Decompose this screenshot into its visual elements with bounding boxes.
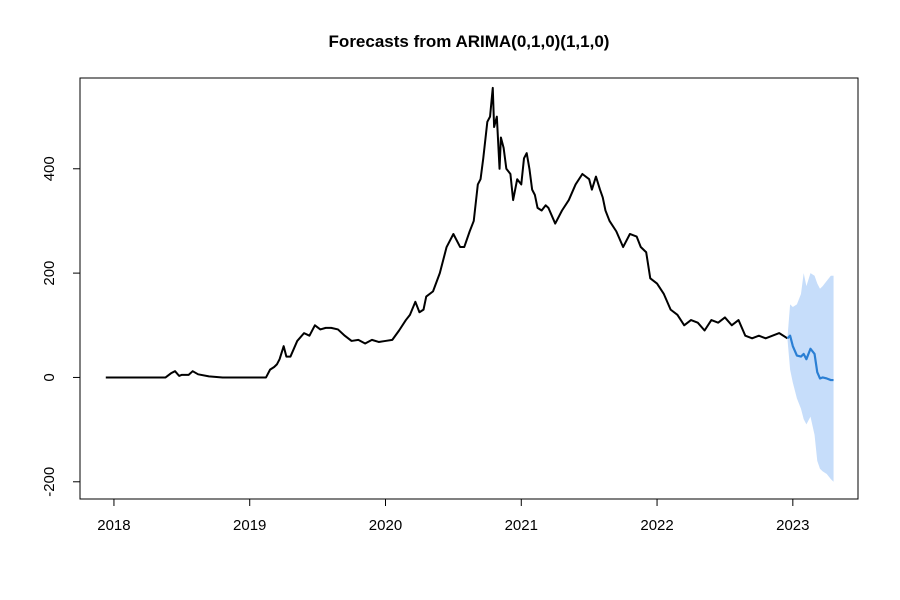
y-tick-label: 400 [41,156,58,181]
x-tick-label: 2021 [505,517,538,534]
y-tick-label: -200 [41,467,58,497]
plot-frame [79,77,859,500]
x-axis: 2018 2019 2020 2021 2022 2023 [97,498,810,534]
observed-series-line [105,86,788,379]
x-tick-label: 2018 [97,517,130,534]
y-tick-label: 0 [41,373,58,381]
x-tick-label: 2019 [233,517,266,534]
x-tick-label: 2020 [369,517,402,534]
forecast-series-line [786,334,834,382]
y-tick-label: 200 [41,261,58,286]
y-axis: -200 0 200 400 [41,156,81,497]
prediction-interval-layer [787,273,834,482]
chart-title: Forecasts from ARIMA(0,1,0)(1,1,0) [329,32,610,51]
series-lines-layer [105,86,834,382]
prediction-interval-band [787,273,834,482]
x-tick-label: 2023 [776,517,809,534]
x-tick-label: 2022 [640,517,673,534]
